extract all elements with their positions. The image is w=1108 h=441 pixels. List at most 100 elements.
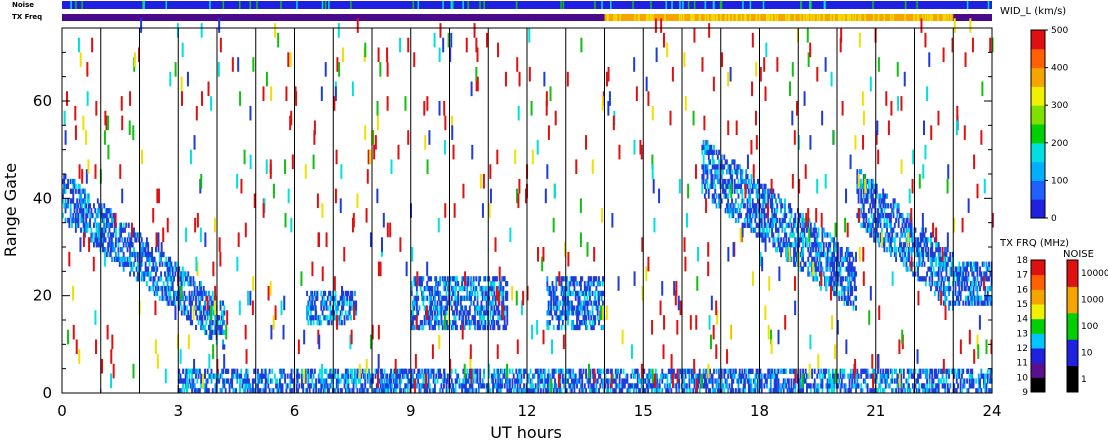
echo-cell [179,388,182,394]
echo-cell [72,198,75,204]
echo-cell [720,378,723,384]
echo-cell [226,378,228,384]
echo-cell [879,237,882,243]
echo-cell [870,227,873,233]
scatter-cell [130,222,133,238]
echo-cell [865,227,868,233]
echo-cell [405,373,408,379]
echo-cell [658,383,661,389]
echo-cell [812,242,815,248]
echo-cell [489,388,492,394]
echo-cell [784,198,786,204]
echo-cell [231,373,234,379]
echo-cell [355,378,358,384]
echo-cell [197,320,200,326]
echo-cell [586,310,589,316]
echo-cell [962,300,965,306]
echo-cell [772,232,775,238]
echo-cell [851,271,854,277]
echo-cell [419,373,422,379]
echo-cell [709,169,712,175]
echo-cell [701,144,704,151]
echo-cell [847,251,850,258]
echo-cell [834,256,837,262]
echo-cell [477,320,480,326]
echo-cell [756,222,759,228]
echo-cell [906,266,909,272]
echo-cell [949,256,952,262]
echo-cell [578,388,581,394]
echo-cell [901,388,904,394]
echo-cell [523,383,526,389]
echo-cell [667,368,670,374]
echo-cell [753,183,755,189]
echo-cell [117,242,120,248]
echo-cell [204,373,206,379]
echo-cell [800,251,803,258]
echo-cell [467,320,470,326]
echo-cell [703,183,706,189]
echo-cell [445,305,448,311]
echo-cell [756,383,759,389]
echo-cell [931,247,934,253]
echo-cell [144,261,147,267]
echo-cell [519,378,522,384]
echo-cell [257,368,259,374]
echo-cell [762,193,764,199]
echo-cell [431,310,434,316]
echo-cell [474,368,476,374]
echo-cell [771,373,774,379]
echo-cell [468,320,471,326]
echo-cell [815,271,817,277]
echo-cell [678,368,681,374]
echo-cell [855,271,857,277]
echo-cell [568,368,571,374]
echo-cell [948,388,950,394]
echo-cell [105,222,108,228]
echo-cell [661,368,664,374]
echo-cell [852,271,855,277]
echo-cell [98,237,101,243]
echo-cell [928,373,931,379]
echo-cell [963,378,966,384]
echo-cell [419,281,422,287]
echo-cell [878,383,881,389]
echo-cell [65,183,68,189]
echo-cell [595,276,598,282]
echo-cell [827,247,830,253]
echo-cell [193,281,196,287]
echo-cell [300,368,303,374]
echo-cell [629,383,631,389]
echo-cell [984,373,987,379]
echo-cell [224,388,227,394]
echo-cell [559,315,562,321]
echo-cell [189,368,192,374]
echo-cell [578,320,581,326]
echo-cell [625,373,628,379]
echo-cell [498,373,501,379]
echo-cell [379,388,382,394]
echo-cell [204,300,206,306]
echo-cell [202,310,205,316]
txfreq-fleck [929,14,931,21]
scatter-cell [989,37,992,53]
echo-cell [151,256,154,262]
echo-cell [579,368,582,374]
echo-cell [162,251,165,258]
echo-cell [884,203,887,209]
echo-cell [219,300,222,306]
echo-cell [589,285,591,292]
echo-cell [985,388,988,394]
echo-cell [935,383,938,389]
echo-cell [184,378,187,384]
echo-cell [156,285,159,292]
echo-cell [85,212,88,219]
echo-cell [424,285,427,292]
echo-cell [928,266,931,272]
echo-cell [768,193,771,199]
echo-cell [771,222,774,228]
echo-cell [87,222,90,228]
echo-cell [657,383,660,389]
echo-cell [419,285,422,292]
echo-cell [76,198,79,204]
